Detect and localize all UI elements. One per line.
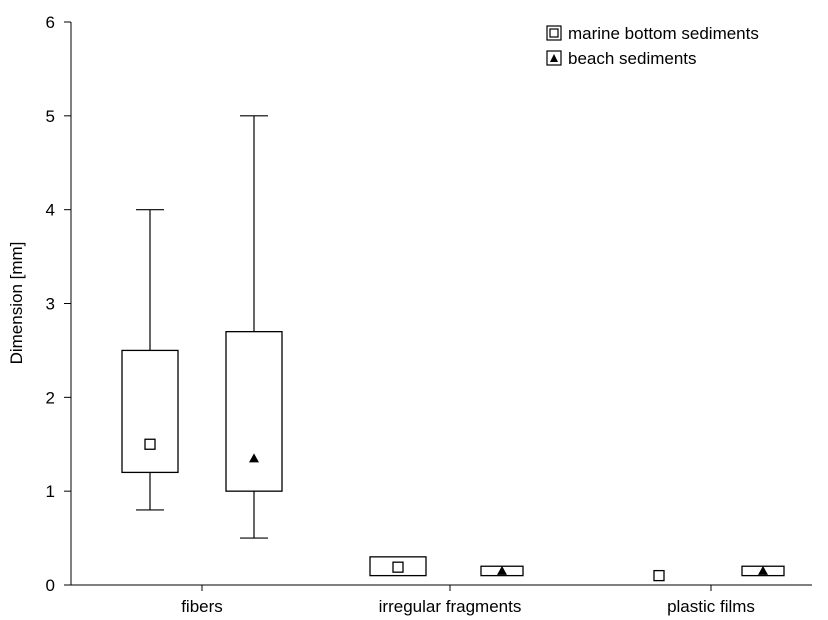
box-beach-2 (741, 565, 785, 577)
box-marine-0 (121, 209, 179, 511)
box-beach-0 (225, 115, 283, 539)
legend-label: marine bottom sediments (568, 24, 759, 43)
median-marker-square (392, 561, 404, 573)
median-marker-square (653, 569, 665, 582)
y-tick-label: 2 (46, 388, 55, 407)
box-beach-1 (480, 565, 524, 577)
x-ticks: fibers irregular fragments plastic films (181, 585, 755, 616)
y-ticks: 0 1 2 3 4 5 6 (46, 13, 71, 595)
median-marker-triangle (497, 565, 507, 575)
y-tick-label: 4 (46, 201, 55, 220)
legend-label: beach sediments (568, 49, 697, 68)
legend-marker-triangle (550, 54, 558, 62)
y-tick-label: 3 (46, 295, 55, 314)
y-tick-label: 5 (46, 107, 55, 126)
y-tick-label: 0 (46, 576, 55, 595)
median-marker-square (144, 438, 156, 450)
y-axis-label: Dimension [mm] (7, 242, 26, 365)
boxes (121, 115, 785, 582)
category-label: irregular fragments (379, 597, 522, 616)
category-label: plastic films (667, 597, 755, 616)
iqr-box (121, 349, 179, 474)
axes (70, 22, 812, 586)
box-marine-2 (653, 569, 665, 582)
legend-marker-square (549, 28, 559, 38)
y-tick-label: 6 (46, 13, 55, 32)
median-marker-triangle (758, 565, 768, 575)
iqr-box (225, 330, 283, 492)
category-label: fibers (181, 597, 223, 616)
median-marker-triangle (249, 453, 259, 463)
legend: marine bottom sediments beach sediments (546, 24, 759, 68)
box-marine-1 (369, 556, 427, 577)
y-tick-label: 1 (46, 482, 55, 501)
